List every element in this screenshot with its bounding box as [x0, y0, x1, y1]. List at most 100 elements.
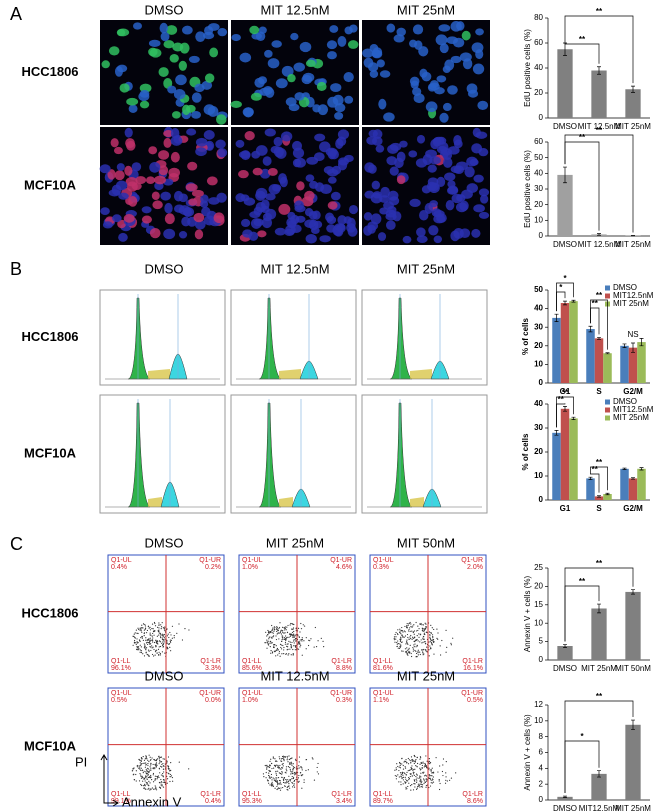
- cell: [217, 148, 228, 158]
- legend-label: MIT 25nM: [613, 413, 649, 422]
- cell: [262, 156, 272, 166]
- event: [432, 639, 434, 641]
- event: [293, 783, 295, 785]
- event: [300, 622, 302, 625]
- event: [425, 626, 427, 628]
- event: [428, 761, 430, 763]
- event: [149, 766, 151, 768]
- x-tick-label: G2/M: [623, 387, 643, 396]
- event: [280, 648, 283, 650]
- error-bar: [639, 467, 644, 471]
- quadrant-name: Q1-UR: [199, 557, 221, 564]
- event: [414, 760, 416, 762]
- event: [417, 785, 419, 787]
- cell: [435, 34, 448, 46]
- event: [267, 629, 269, 632]
- event: [270, 758, 272, 760]
- event: [289, 768, 291, 770]
- event: [399, 630, 401, 632]
- event: [423, 779, 425, 781]
- quadrant-name: Q1-UL: [111, 557, 132, 564]
- g1-peak: [258, 402, 282, 508]
- cell: [432, 137, 442, 147]
- cell: [362, 48, 374, 58]
- event: [148, 780, 150, 782]
- event: [423, 630, 426, 632]
- cell: [163, 130, 174, 138]
- error-bar: [571, 416, 576, 420]
- event: [284, 782, 286, 784]
- event: [279, 764, 281, 767]
- event: [405, 786, 407, 789]
- event: [271, 762, 273, 765]
- event: [423, 782, 425, 784]
- event: [137, 646, 139, 649]
- event: [421, 629, 423, 632]
- event: [271, 624, 273, 627]
- cell: [317, 104, 329, 116]
- event: [407, 785, 409, 788]
- event: [314, 626, 316, 629]
- event: [402, 650, 404, 652]
- error-bar: [563, 795, 567, 798]
- cell: [115, 180, 128, 191]
- event: [298, 774, 300, 777]
- event: [158, 767, 160, 770]
- event: [167, 756, 170, 758]
- event: [276, 777, 278, 779]
- event: [170, 775, 173, 777]
- event: [426, 646, 428, 648]
- event: [422, 651, 424, 653]
- event: [267, 642, 269, 644]
- event: [273, 645, 275, 647]
- cell: [173, 89, 186, 100]
- event: [134, 637, 136, 639]
- cell: [166, 25, 178, 35]
- event: [402, 768, 405, 770]
- event: [291, 781, 293, 784]
- event: [152, 641, 154, 643]
- cell: [369, 70, 379, 78]
- cell: [325, 212, 334, 222]
- cell: [107, 169, 116, 180]
- event: [152, 763, 154, 766]
- event: [139, 644, 141, 646]
- x-tick-label: G1: [560, 504, 571, 513]
- event: [268, 638, 270, 640]
- event: [277, 629, 279, 631]
- event: [163, 765, 165, 767]
- event: [411, 765, 413, 767]
- quadrant-name: Q1-LR: [200, 658, 221, 665]
- event: [284, 643, 287, 645]
- event: [272, 783, 274, 785]
- event: [156, 775, 158, 778]
- quadrant-value: 95.3%: [242, 798, 262, 805]
- event: [295, 640, 297, 642]
- event: [158, 629, 160, 631]
- cell: [285, 224, 296, 235]
- event: [436, 637, 438, 639]
- cell: [429, 200, 438, 208]
- cell: [280, 131, 293, 142]
- event: [423, 653, 425, 655]
- event: [416, 787, 418, 789]
- cell: [267, 167, 278, 176]
- event: [143, 647, 146, 649]
- event: [166, 646, 169, 649]
- bar: [625, 724, 641, 800]
- event: [266, 767, 268, 769]
- event: [181, 639, 184, 641]
- event: [294, 774, 296, 776]
- event: [144, 628, 146, 630]
- event: [278, 652, 280, 654]
- y-axis-title: EdU positive cells (%): [523, 29, 532, 107]
- event: [132, 774, 134, 776]
- y-tick-label: 10: [534, 360, 543, 369]
- cell: [195, 147, 207, 157]
- cell: [114, 66, 123, 77]
- event: [141, 769, 143, 772]
- cell: [330, 83, 342, 92]
- cell: [450, 165, 462, 174]
- event: [424, 622, 426, 624]
- event: [276, 633, 278, 635]
